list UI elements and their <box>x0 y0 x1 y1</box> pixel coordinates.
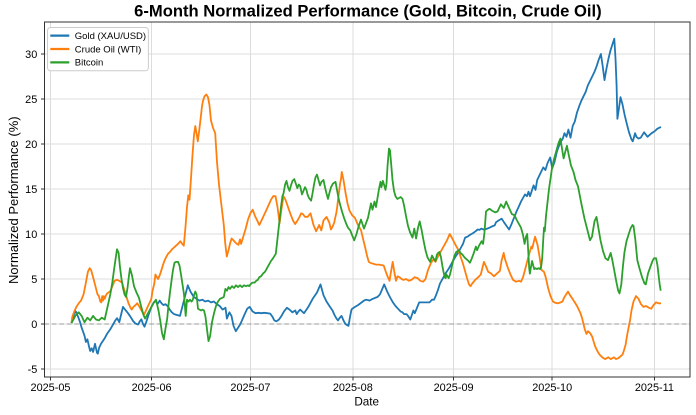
svg-text:2025-10: 2025-10 <box>532 382 572 394</box>
svg-text:25: 25 <box>25 94 37 106</box>
svg-text:2025-07: 2025-07 <box>230 382 270 394</box>
svg-text:5: 5 <box>31 274 37 286</box>
svg-text:-5: -5 <box>28 364 38 376</box>
svg-text:2025-05: 2025-05 <box>31 382 71 394</box>
svg-text:20: 20 <box>25 139 37 151</box>
svg-text:2025-06: 2025-06 <box>132 382 172 394</box>
svg-text:2025-08: 2025-08 <box>333 382 373 394</box>
svg-text:2025-11: 2025-11 <box>635 382 674 394</box>
svg-text:Bitcoin: Bitcoin <box>75 58 104 69</box>
svg-text:Crude Oil (WTI): Crude Oil (WTI) <box>75 44 142 55</box>
svg-text:0: 0 <box>31 319 37 331</box>
svg-text:10: 10 <box>25 229 37 241</box>
svg-text:Date: Date <box>354 396 379 409</box>
svg-text:6-Month Normalized Performance: 6-Month Normalized Performance (Gold, Bi… <box>134 2 601 21</box>
svg-text:Gold (XAU/USD): Gold (XAU/USD) <box>75 31 146 42</box>
svg-text:Normalized Performance (%): Normalized Performance (%) <box>6 116 21 284</box>
svg-text:15: 15 <box>25 184 37 196</box>
svg-text:30: 30 <box>25 49 37 61</box>
svg-text:2025-09: 2025-09 <box>434 382 474 394</box>
